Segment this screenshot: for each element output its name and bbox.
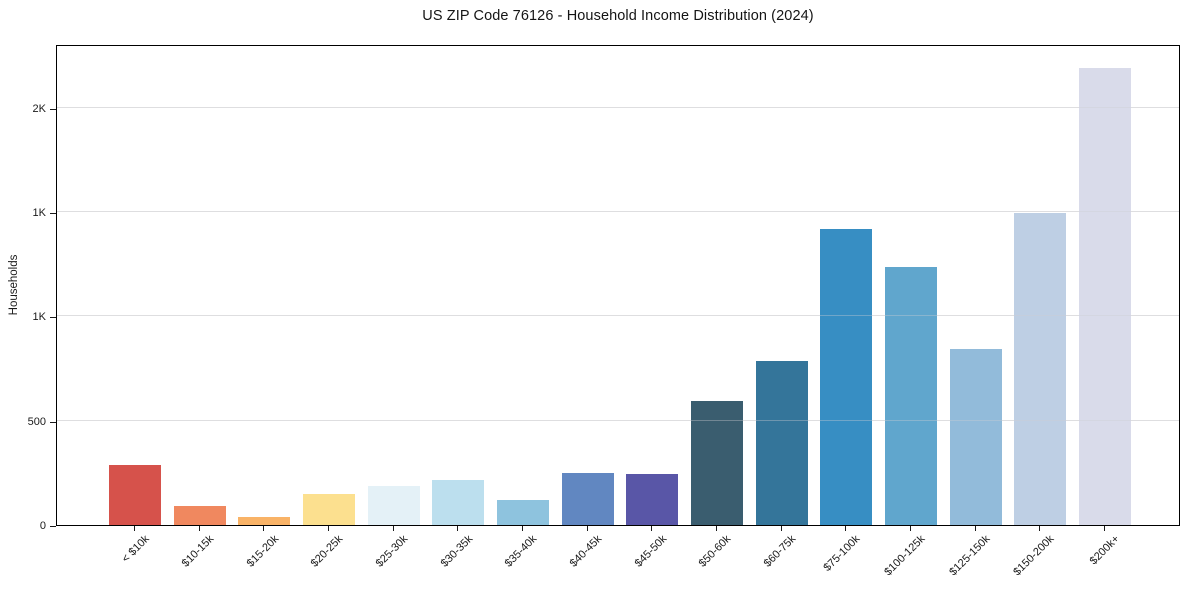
x-tick-label: $150-200k — [1011, 533, 1057, 579]
y-tick-label: 500 — [27, 415, 46, 428]
x-tick-mark — [716, 526, 717, 531]
gridline-overlay — [57, 211, 1179, 212]
x-tick-label: $200k+ — [1087, 533, 1122, 568]
bar-$15-20k — [238, 517, 291, 525]
x-tick-label: $30-35k — [438, 533, 475, 570]
x-tick-label: $35-40k — [502, 533, 540, 570]
bar-$50-60k — [691, 400, 743, 525]
bar-$10-15k — [173, 506, 226, 525]
bar-$100-125k — [885, 267, 937, 525]
x-tick-label: $25-30k — [373, 533, 411, 570]
x-tick-mark — [586, 526, 588, 531]
y-tick-mark — [50, 317, 56, 319]
bar-$150-200k — [1014, 213, 1067, 525]
x-tick-label: $125-150k — [946, 533, 993, 579]
x-tick-mark — [974, 526, 976, 531]
bar-$20-25k — [303, 493, 355, 525]
x-tick-mark — [263, 526, 265, 531]
bar-$125-150k — [949, 348, 1002, 525]
x-tick-mark — [134, 526, 135, 531]
x-tick-mark — [1039, 526, 1041, 531]
y-tick-label: 1K — [32, 311, 46, 324]
bar-$200k+ — [1079, 68, 1131, 525]
chart-title: US ZIP Code 76126 - Household Income Dis… — [422, 8, 814, 24]
x-tick-mark — [457, 526, 459, 531]
x-tick-mark — [651, 526, 653, 531]
x-tick-mark — [1104, 526, 1105, 531]
plot-area — [56, 45, 1180, 526]
x-tick-label: $20-25k — [308, 533, 346, 570]
bar-$35-40k — [497, 500, 549, 525]
x-tick-label: $15-20k — [244, 533, 281, 570]
gridline — [57, 315, 1179, 317]
x-tick-label: $10-15k — [179, 533, 217, 570]
bar-$40-45k — [561, 472, 614, 525]
x-tick-label: $45-50k — [632, 533, 669, 570]
x-tick-label: $75-100k — [821, 533, 863, 574]
y-tick-label: 1K — [32, 206, 46, 219]
y-tick-mark — [50, 212, 56, 214]
x-tick-label: $100-125k — [882, 533, 928, 579]
gridline-overlay — [57, 419, 1179, 421]
y-tick-mark — [50, 108, 56, 110]
y-tick-mark — [50, 421, 56, 423]
bar-$30-35k — [432, 480, 485, 525]
x-tick-mark — [522, 526, 523, 531]
gridline-overlay — [57, 106, 1179, 108]
gridline — [57, 106, 1179, 108]
bar-$25-30k — [367, 486, 420, 525]
x-tick-mark — [392, 526, 394, 531]
y-tick-label: 0 — [39, 520, 46, 532]
bar-$60-75k — [755, 361, 808, 525]
x-tick-mark — [328, 526, 329, 531]
x-tick-label: < $10k — [119, 533, 152, 566]
y-tick-mark — [50, 526, 56, 527]
y-axis-title: Households — [8, 254, 20, 316]
x-tick-mark — [910, 526, 911, 531]
x-tick-label: $60-75k — [761, 533, 799, 570]
x-tick-mark — [845, 526, 847, 531]
gridline-overlay — [57, 315, 1179, 317]
bar-$75-100k — [820, 228, 873, 525]
gridline — [57, 419, 1179, 421]
x-tick-label: $40-45k — [567, 533, 605, 570]
bar-< $10k — [109, 464, 161, 525]
x-tick-label: $50-60k — [696, 533, 734, 570]
x-tick-mark — [198, 526, 200, 531]
gridline — [57, 211, 1179, 212]
y-tick-label: 2K — [32, 102, 46, 115]
x-tick-mark — [780, 526, 782, 531]
bar-$45-50k — [626, 473, 679, 525]
